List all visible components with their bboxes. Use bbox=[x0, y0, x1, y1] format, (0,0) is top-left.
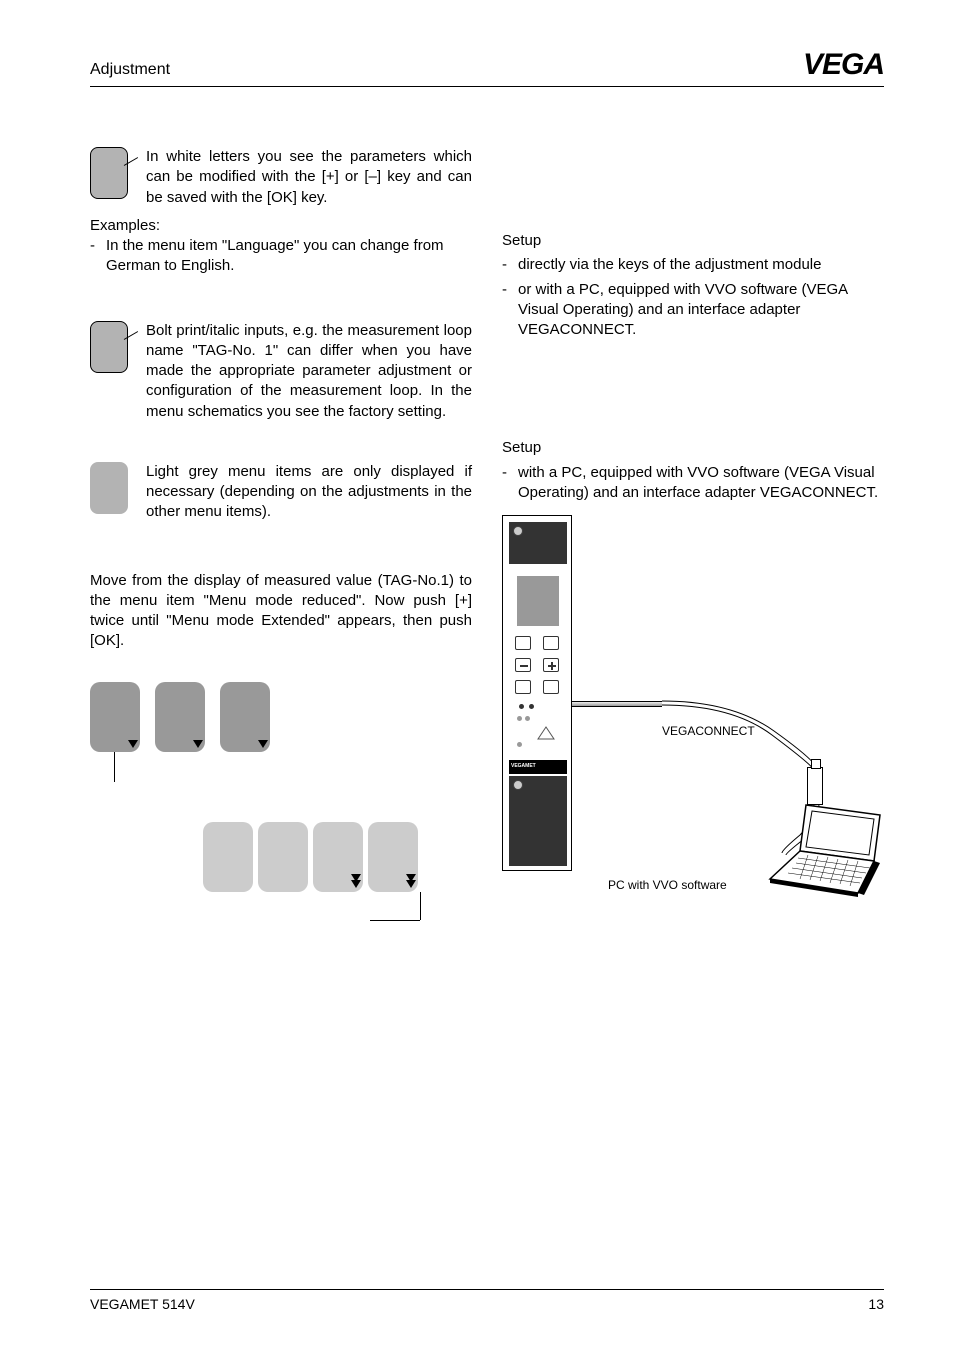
page-header: Adjustment VEGA bbox=[90, 48, 884, 87]
note-icon-box bbox=[90, 147, 128, 199]
note-white-letters: In white letters you see the parameters … bbox=[90, 147, 472, 208]
note2-text: Bolt print/italic inputs, e.g. the measu… bbox=[146, 322, 472, 420]
note-bolt-print: Bolt print/italic inputs, e.g. the measu… bbox=[90, 321, 472, 422]
list-dash: - bbox=[90, 236, 106, 277]
right-column: Setup - directly via the keys of the adj… bbox=[502, 147, 884, 945]
example1-text: In the menu item "Language" you can chan… bbox=[106, 236, 472, 277]
setup1-item1: - directly via the keys of the adjustmen… bbox=[502, 255, 884, 275]
setup1-item2: - or with a PC, equipped with VVO softwa… bbox=[502, 280, 884, 341]
device-model-label: VEGAMET bbox=[509, 760, 567, 774]
left-column: In white letters you see the parameters … bbox=[90, 147, 472, 945]
vegamet-device: VEGAMET bbox=[502, 515, 572, 871]
setup2-item1: - with a PC, equipped with VVO software … bbox=[502, 463, 884, 504]
instruction-paragraph: Move from the display of measured value … bbox=[90, 571, 472, 652]
pc-label: PC with VVO software bbox=[608, 877, 727, 893]
warning-triangle-icon bbox=[537, 726, 555, 740]
vegaconnect-label: VEGACONNECT bbox=[662, 723, 755, 739]
note-icon-box bbox=[90, 321, 128, 373]
header-title: Adjustment bbox=[90, 61, 170, 79]
note-icon-box bbox=[90, 462, 128, 514]
example-item-1: - In the menu item "Language" you can ch… bbox=[90, 236, 472, 277]
menu-flow-diagram bbox=[90, 682, 450, 942]
footer-product: VEGAMET 514V bbox=[90, 1296, 195, 1312]
page-footer: VEGAMET 514V 13 bbox=[90, 1289, 884, 1312]
note3-text: Light grey menu items are only displayed… bbox=[146, 462, 472, 523]
setup1-title: Setup bbox=[502, 231, 884, 251]
note1-text: In white letters you see the parameters … bbox=[146, 147, 472, 208]
setup2-title: Setup bbox=[502, 438, 884, 458]
vegaconnect-adapter bbox=[807, 767, 823, 805]
examples-label: Examples: bbox=[90, 216, 472, 236]
vega-logo: VEGA bbox=[803, 48, 884, 82]
note-light-grey: Light grey menu items are only displayed… bbox=[90, 462, 472, 523]
footer-page-number: 13 bbox=[868, 1296, 884, 1312]
setup1-item1-text: directly via the keys of the adjustment … bbox=[518, 255, 822, 275]
setup1-item2-text: or with a PC, equipped with VVO software… bbox=[518, 280, 884, 341]
setup2-item1-text: with a PC, equipped with VVO software (V… bbox=[518, 463, 884, 504]
laptop-icon bbox=[762, 801, 892, 901]
cable-segment bbox=[572, 701, 662, 707]
device-pc-diagram: VEGAMET VEGACONNECT PC with VVO software bbox=[502, 515, 882, 945]
